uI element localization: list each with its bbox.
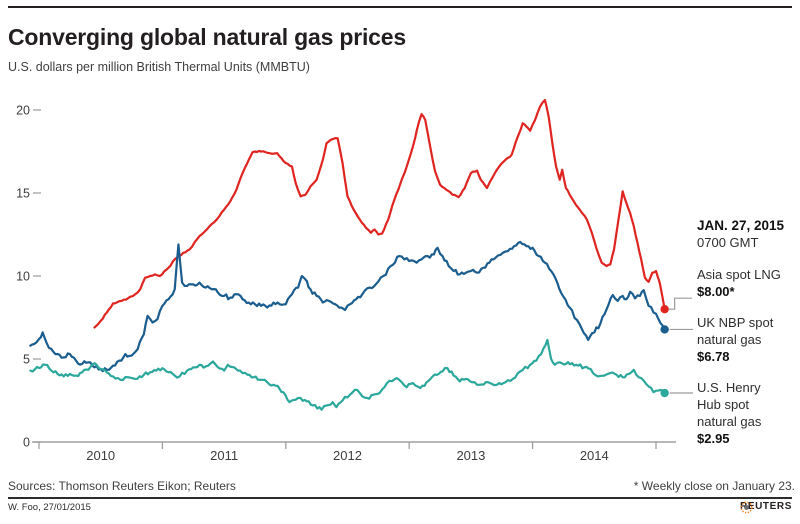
series-name-line: Asia spot LNG (697, 267, 781, 282)
x-axis-label: 2014 (580, 448, 609, 463)
y-axis-label: 20 (16, 104, 30, 118)
series-name-line: natural gas (697, 332, 762, 347)
us-henry-hub-end-dot (660, 388, 669, 398)
x-axis-label: 2013 (456, 448, 485, 463)
series-label-asia-spot-lng: Asia spot LNG $8.00* (697, 266, 797, 300)
y-axis-label: 5 (23, 353, 30, 367)
series-last-value: $8.00* (697, 284, 735, 299)
y-axis-label: 15 (16, 187, 30, 201)
us-henry-hub-line (29, 338, 666, 411)
chart-subtitle: U.S. dollars per million British Thermal… (8, 60, 310, 74)
series-name-line: natural gas (697, 414, 762, 429)
series-name-line: U.S. Henry (697, 380, 761, 395)
footnote: * Weekly close on January 23. (633, 479, 795, 493)
page-title: Converging global natural gas prices (8, 24, 406, 50)
author-credit: W. Foo, 27/01/2015 (8, 502, 91, 513)
sources-note: Sources: Thomson Reuters Eikon; Reuters (8, 479, 236, 493)
x-axis-label: 2011 (210, 448, 238, 463)
annotation-time: 0700 GMT (697, 235, 759, 250)
asia-spot-lng-line (93, 98, 666, 329)
asia-spot-lng-end-dot (660, 305, 669, 314)
y-axis-label: 0 (23, 436, 30, 450)
annotation-date: JAN. 27, 2015 (697, 218, 785, 233)
series-label-us-henry-hub: U.S. Henry Hub spot natural gas $2.95 (697, 379, 797, 447)
x-axis-label: 2010 (86, 448, 115, 463)
top-border-rule (8, 6, 792, 8)
y-axis-label: 10 (16, 270, 30, 284)
asia-leader-line (668, 297, 692, 310)
footer-rule (8, 497, 792, 499)
x-axis-label: 2012 (333, 448, 362, 463)
date-annotation: JAN. 27, 2015 0700 GMT (697, 217, 797, 251)
reuters-logo-icon (740, 501, 753, 514)
series-last-value: $2.95 (697, 431, 730, 446)
reuters-logo-text: REUTERS (740, 501, 792, 512)
reuters-brand: REUTERS (740, 501, 792, 514)
series-name-line: Hub spot (697, 397, 750, 412)
uk-nbp-spot-end-dot (660, 325, 669, 334)
series-last-value: $6.78 (697, 349, 730, 364)
series-name-line: UK NBP spot (697, 315, 774, 330)
series-label-uk-nbp-spot: UK NBP spot natural gas $6.78 (697, 314, 797, 365)
uk-nbp-spot-line (29, 240, 666, 373)
